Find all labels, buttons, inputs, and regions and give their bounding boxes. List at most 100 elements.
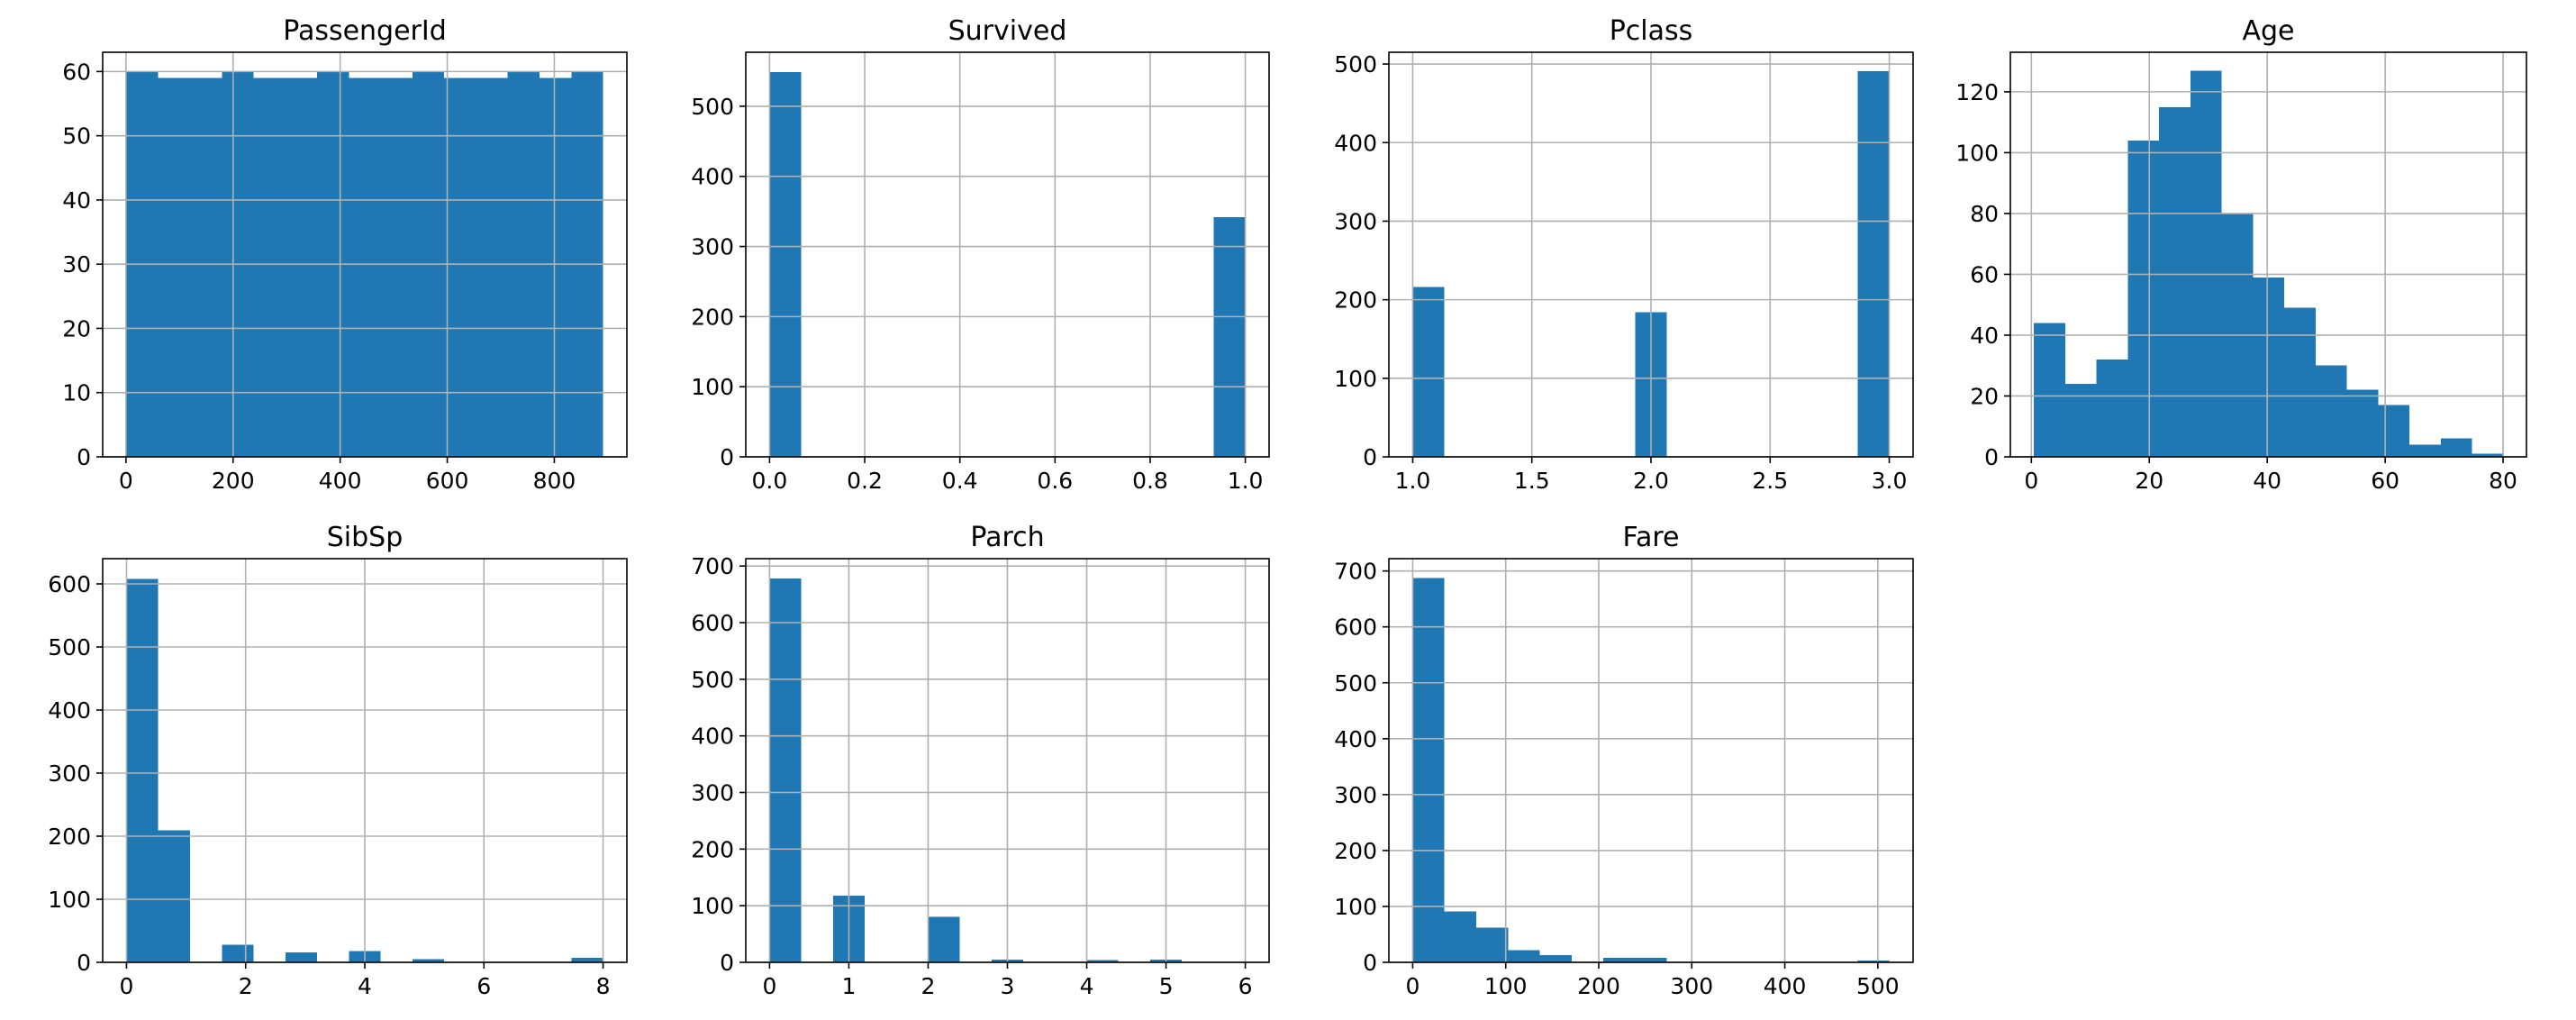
histogram-bar: PassengerId [297.67, 357) : 59 — [285, 77, 318, 457]
y-tick-label: 0 — [77, 444, 91, 470]
axes-frame — [102, 51, 628, 458]
y-tick-label: 40 — [1970, 323, 1999, 349]
x-tick-label: 6 — [1238, 973, 1253, 999]
y-tick-label: 0 — [720, 950, 734, 976]
y-tick-label: 0 — [1984, 444, 1999, 470]
x-tick-label: 100 — [1484, 973, 1528, 999]
x-tick-label: 1.0 — [1395, 468, 1431, 494]
x-tick-label: 2.0 — [1633, 468, 1669, 494]
x-tick-label: 0.8 — [1132, 468, 1168, 494]
subplot-fare: Fare [0, 34.16) : 687Fare [34.16, 68.32)… — [1334, 522, 1914, 999]
y-tick-label: 30 — [62, 251, 91, 278]
subplot-parch: Parch [0, 0.4) : 678Parch [0.8, 1.2) : 1… — [691, 522, 1270, 999]
y-tick-label: 0 — [77, 950, 91, 976]
y-tick-label: 400 — [1334, 130, 1377, 156]
axes-frame — [745, 51, 1270, 458]
bars: Pclass [1, 1.133) : 216Pclass [1.933, 2.… — [1412, 70, 1890, 458]
subplot-title: Age — [2242, 15, 2294, 47]
y-tick-label: 10 — [62, 380, 91, 406]
y-tick-label: 100 — [1955, 140, 1999, 166]
bars: SibSp [0, 0.533) : 608SibSp [0.533, 1.06… — [126, 578, 603, 962]
y-tick-label: 20 — [62, 315, 91, 342]
y-tick-label: 20 — [1970, 383, 1999, 409]
y-tick-label: 400 — [48, 697, 91, 724]
histogram-bar: PassengerId [60.33, 119.66) : 59 — [158, 77, 190, 457]
y-tick-label: 100 — [1334, 366, 1377, 392]
histogram-bar: SibSp [0.533, 1.067) : 209 — [158, 830, 190, 962]
x-tick-label: 6 — [476, 973, 491, 999]
subplot-title: Fare — [1622, 522, 1679, 553]
histogram-bar: PassengerId [475.67, 535) : 59 — [380, 77, 413, 457]
x-tick-label: 1.5 — [1514, 468, 1550, 494]
y-tick-label: 100 — [691, 374, 734, 400]
x-tick-label: 5 — [1159, 973, 1174, 999]
x-tick-label: 500 — [1856, 973, 1900, 999]
y-tick-label: 500 — [691, 94, 734, 120]
subplot-title: SibSp — [327, 522, 404, 553]
y-tick-label: 600 — [1334, 615, 1377, 641]
y-tick-label: 200 — [691, 836, 734, 862]
x-tick-label: 200 — [1577, 973, 1620, 999]
grid — [1389, 52, 1913, 458]
subplot-survived: Survived [0, 0.067) : 549 Survived [0.933… — [691, 15, 1270, 494]
x-tick-label: 8 — [596, 973, 611, 999]
histogram-bar: Pclass [1, 1.133) : 216 — [1412, 287, 1445, 457]
histogram-bar: PassengerId [594.33, 653.66) : 59 — [444, 77, 476, 457]
x-tick-label: 0 — [2024, 468, 2038, 494]
subplot-pclass: Pclass [1, 1.133) : 216Pclass [1.933, 2.… — [1334, 15, 1914, 494]
x-tick-label: 1.0 — [1228, 468, 1264, 494]
y-tick-label: 500 — [48, 634, 91, 660]
y-tick-label: 300 — [691, 234, 734, 260]
y-tick-label: 300 — [691, 780, 734, 806]
histogram-bar: Survived [0.933, 1) : 342 — [1213, 216, 1246, 457]
histogram-bar: Fare [34.16, 68.32) : 91 — [1444, 911, 1477, 962]
grid — [746, 52, 1269, 458]
bars: Fare [0, 34.16) : 687Fare [34.16, 68.32)… — [1412, 578, 1890, 962]
x-tick-label: 4 — [1080, 973, 1094, 999]
x-tick-label: 200 — [212, 468, 255, 494]
histogram-bar: Age [42.89, 48.2) : 49 — [2284, 307, 2316, 457]
x-tick-label: 300 — [1670, 973, 1713, 999]
x-tick-label: 2 — [239, 973, 253, 999]
axes-frame — [2009, 51, 2527, 458]
subplot-sibsp: SibSp [0, 0.533) : 608SibSp [0.533, 1.06… — [48, 522, 628, 999]
grid — [746, 559, 1269, 963]
x-tick-label: 80 — [2489, 468, 2517, 494]
grid — [1389, 559, 1913, 963]
y-tick-label: 50 — [62, 123, 91, 150]
histogram-bar: Fare [239.09, 273.25) : 8 — [1635, 958, 1667, 962]
x-tick-label: 400 — [319, 468, 362, 494]
y-tick-label: 200 — [691, 304, 734, 330]
histogram-bar: PassengerId [416.33, 475.66) : 59 — [349, 77, 381, 457]
y-tick-label: 80 — [1970, 201, 1999, 227]
y-tick-label: 500 — [1334, 670, 1377, 697]
y-tick-label: 200 — [48, 824, 91, 850]
histogram-bar: Age [11.04, 16.35) : 32 — [2096, 359, 2128, 457]
y-tick-label: 60 — [62, 59, 91, 85]
x-tick-label: 400 — [1764, 973, 1807, 999]
y-tick-label: 200 — [1334, 287, 1377, 314]
histogram-bar: SibSp [7.467, 8) : 7 — [571, 958, 603, 962]
bars: Survived [0, 0.067) : 549 Survived [0.933… — [769, 71, 1246, 457]
y-tick-label: 100 — [1334, 894, 1377, 920]
histogram-bar: Fare [478.18, 512.34) : 3 — [1857, 961, 1890, 962]
subplot-title: PassengerId — [283, 15, 447, 47]
x-tick-label: 0.2 — [847, 468, 883, 494]
y-tick-label: 600 — [691, 610, 734, 636]
x-tick-label: 0 — [1405, 973, 1420, 999]
subplot-title: Pclass — [1610, 15, 1693, 47]
y-tick-label: 300 — [1334, 782, 1377, 808]
x-tick-label: 0 — [119, 468, 133, 494]
grid — [2010, 52, 2526, 458]
x-tick-label: 20 — [2135, 468, 2163, 494]
x-tick-label: 3 — [1001, 973, 1015, 999]
histogram-bar: PassengerId [238.33, 297.66) : 59 — [253, 77, 286, 457]
x-tick-label: 3.0 — [1872, 468, 1908, 494]
histogram-bar: Fare [204.93, 239.09) : 8 — [1603, 958, 1636, 962]
x-tick-label: 0 — [120, 973, 134, 999]
histogram-bar: Age [21.66, 26.97) : 115 — [2159, 106, 2191, 458]
histogram-bar: Age [48.2, 53.51) : 30 — [2315, 365, 2347, 457]
histogram-bar: Fare [102.47, 136.63) : 22 — [1508, 950, 1540, 962]
